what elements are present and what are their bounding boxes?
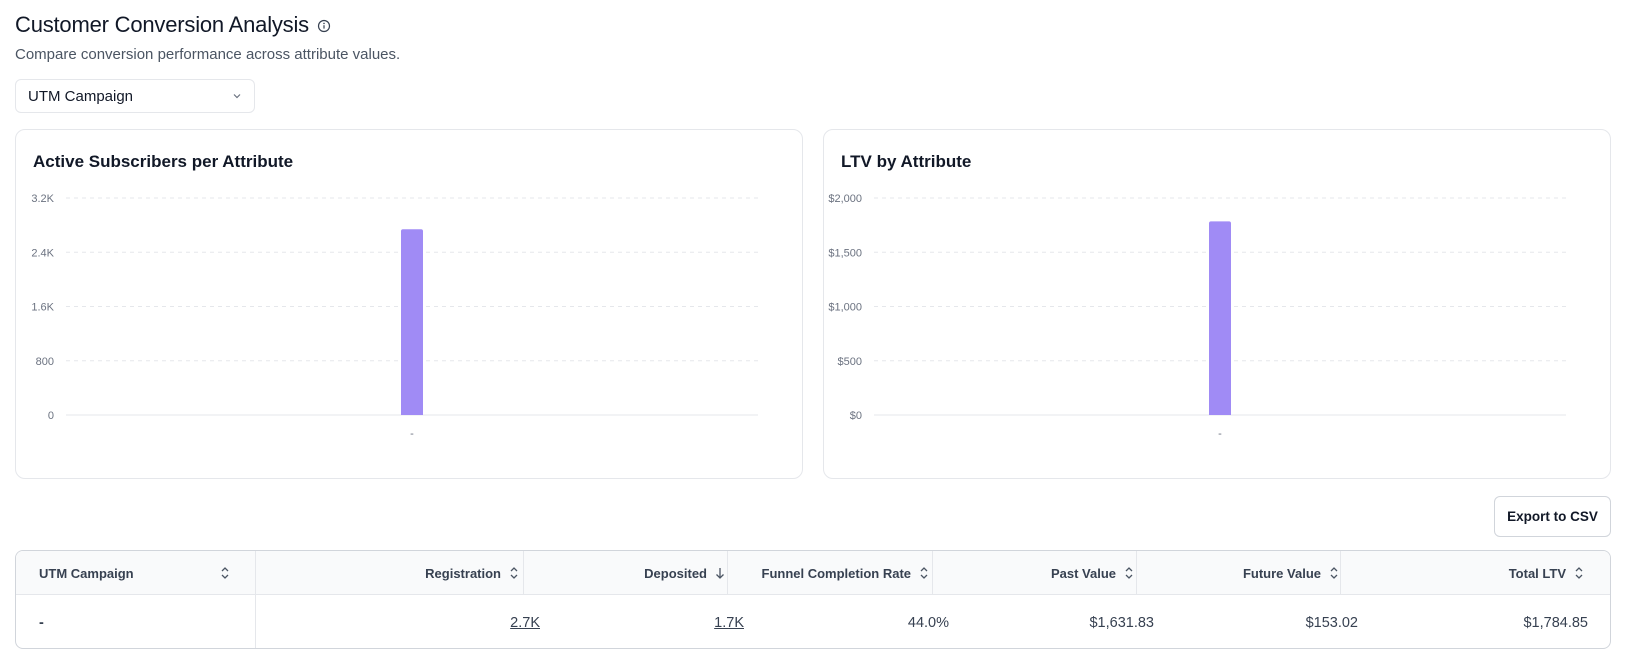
column-separator xyxy=(1136,551,1137,595)
sort-icon xyxy=(1573,566,1585,580)
y-tick-label: $1,000 xyxy=(828,302,862,314)
page-subtitle: Compare conversion performance across at… xyxy=(15,46,401,63)
column-separator xyxy=(932,551,933,595)
sort-icon xyxy=(1328,566,1340,580)
cell-future-value: $153.02 xyxy=(1305,614,1358,631)
column-separator xyxy=(727,551,728,595)
column-header-label: Future Value xyxy=(1242,565,1321,581)
active-subscribers-chart: 0 800 1.6K 2.4K 3.2K - xyxy=(31,193,758,440)
chart-title: Active Subscribers per Attribute xyxy=(33,152,294,171)
bar xyxy=(1209,221,1231,415)
chevron-down-icon xyxy=(232,91,242,101)
cell-utm-campaign: - xyxy=(39,614,44,631)
column-separator xyxy=(1340,551,1341,595)
ltv-chart-card: LTV by Attribute $0 $500 $1,000 $1,500 $2,00… xyxy=(823,129,1611,479)
cell-deposited: 1.7K xyxy=(714,595,744,648)
column-header-label: Funnel Completion Rate xyxy=(761,565,912,581)
sort-icon xyxy=(508,566,520,580)
chart-title: LTV by Attribute xyxy=(841,152,972,171)
deposited-link[interactable]: 1.7K xyxy=(714,614,744,631)
y-tick-label: $2,000 xyxy=(828,193,862,205)
frozen-column-divider xyxy=(255,551,256,648)
sort-desc-icon xyxy=(714,566,726,580)
column-header-past-value[interactable]: Past Value xyxy=(1051,551,1135,595)
cell-past-value: $1,631.83 xyxy=(1089,614,1154,631)
sort-icon xyxy=(219,566,231,580)
cell-total-ltv: $1,784.85 xyxy=(1523,614,1588,631)
column-header-future-value[interactable]: Future Value xyxy=(1243,551,1340,595)
y-tick-label: $1,500 xyxy=(828,247,862,259)
column-header-funnel-completion-rate[interactable]: Funnel Completion Rate xyxy=(762,551,931,595)
export-csv-button[interactable]: Export to CSV xyxy=(1494,496,1611,537)
column-header-label: Past Value xyxy=(1050,565,1116,581)
column-header-total-ltv[interactable]: Total LTV xyxy=(1509,551,1585,595)
column-header-label: Total LTV xyxy=(1508,565,1566,581)
y-tick-label: 3.2K xyxy=(31,193,54,205)
conversion-table: UTM Campaign Registration Deposited Funn… xyxy=(15,550,1611,649)
attribute-select[interactable]: UTM Campaign xyxy=(15,79,255,113)
y-tick-label: 800 xyxy=(36,356,54,368)
x-tick-label: - xyxy=(410,428,414,440)
page-title: Customer Conversion Analysis xyxy=(15,12,309,37)
registration-link[interactable]: 2.7K xyxy=(510,614,540,631)
info-icon[interactable] xyxy=(317,19,331,33)
active-subscribers-chart-card: Active Subscribers per Attribute 0 800 1.6… xyxy=(15,129,803,479)
column-header-label: Deposited xyxy=(644,565,707,581)
column-header-utm-campaign[interactable]: UTM Campaign xyxy=(39,551,231,595)
cell-registration: 2.7K xyxy=(510,595,540,648)
column-header-label: UTM Campaign xyxy=(39,565,134,581)
y-tick-label: $500 xyxy=(838,356,862,368)
y-tick-label: 2.4K xyxy=(31,247,54,259)
sort-icon xyxy=(918,566,930,580)
column-separator xyxy=(523,551,524,595)
ltv-chart: $0 $500 $1,000 $1,500 $2,000 - xyxy=(828,193,1566,440)
y-tick-label: $0 xyxy=(850,410,862,422)
page-header: Customer Conversion Analysis Compare con… xyxy=(15,12,400,63)
column-header-label: Registration xyxy=(425,565,501,581)
column-header-registration[interactable]: Registration xyxy=(425,551,520,595)
column-header-deposited[interactable]: Deposited xyxy=(644,551,726,595)
attribute-select-value: UTM Campaign xyxy=(28,87,134,105)
y-tick-label: 1.6K xyxy=(31,302,54,314)
cell-funnel-completion-rate: 44.0% xyxy=(907,614,949,631)
y-tick-label: 0 xyxy=(48,410,54,422)
bar xyxy=(401,229,423,415)
table-header-row: UTM Campaign Registration Deposited Funn… xyxy=(16,551,1610,595)
x-tick-label: - xyxy=(1218,428,1222,440)
sort-icon xyxy=(1123,566,1135,580)
